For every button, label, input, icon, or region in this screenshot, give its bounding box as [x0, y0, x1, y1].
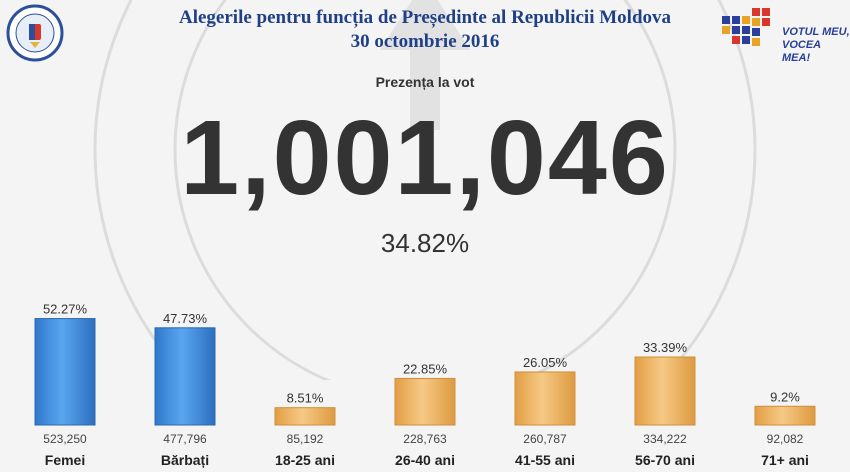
- bar-4: [514, 371, 576, 426]
- category-label-3: 26-40 ani: [395, 452, 455, 468]
- bar-count-label-6: 92,082: [767, 432, 804, 446]
- bar-count-label-1: 477,796: [163, 432, 207, 446]
- turnout-percent: 34.82%: [380, 228, 470, 258]
- bar-2: [274, 407, 336, 426]
- bar-value-label-5: 33.39%: [643, 340, 688, 355]
- bar-value-label-2: 8.51%: [287, 391, 324, 406]
- bar-5: [634, 356, 696, 426]
- turnout-total: 1,001,046: [180, 99, 670, 217]
- category-label-5: 56-70 ani: [635, 452, 695, 468]
- bar-count-label-5: 334,222: [643, 432, 687, 446]
- title-line-2: 30 octombrie 2016: [350, 31, 500, 52]
- bar-value-label-6: 9.2%: [770, 389, 800, 404]
- turnout-label: Prezența la vot: [375, 74, 475, 90]
- cec-logo: [6, 4, 64, 62]
- bar-value-label-0: 52.27%: [43, 302, 88, 317]
- bar-count-label-3: 228,763: [403, 432, 447, 446]
- bar-6: [754, 405, 816, 426]
- category-label-0: Femei: [45, 452, 85, 468]
- bar-count-label-4: 260,787: [523, 432, 567, 446]
- bar-0: [34, 318, 96, 426]
- slogan-line-1: VOTUL MEU,: [782, 26, 850, 38]
- category-label-6: 71+ ani: [761, 452, 809, 468]
- bar-value-label-4: 26.05%: [523, 355, 568, 370]
- bar-1: [154, 327, 216, 426]
- votul-meu-logo: [722, 8, 770, 46]
- title-line-1: Alegerile pentru funcția de Președinte a…: [178, 7, 672, 28]
- bar-count-label-0: 523,250: [43, 432, 87, 446]
- slogan-line-2: VOCEA MEA!: [782, 39, 821, 64]
- votul-meu-slogan: VOTUL MEU, VOCEA MEA!: [782, 26, 850, 65]
- category-label-2: 18-25 ani: [275, 452, 335, 468]
- page-title: Alegerile pentru funcția de Președinte a…: [0, 6, 850, 54]
- bar-value-label-3: 22.85%: [403, 361, 448, 376]
- category-label-4: 41-55 ani: [515, 452, 575, 468]
- bar-value-label-1: 47.73%: [163, 311, 208, 326]
- category-label-1: Bărbați: [161, 452, 209, 468]
- bar-count-label-2: 85,192: [287, 432, 324, 446]
- bar-3: [394, 377, 456, 426]
